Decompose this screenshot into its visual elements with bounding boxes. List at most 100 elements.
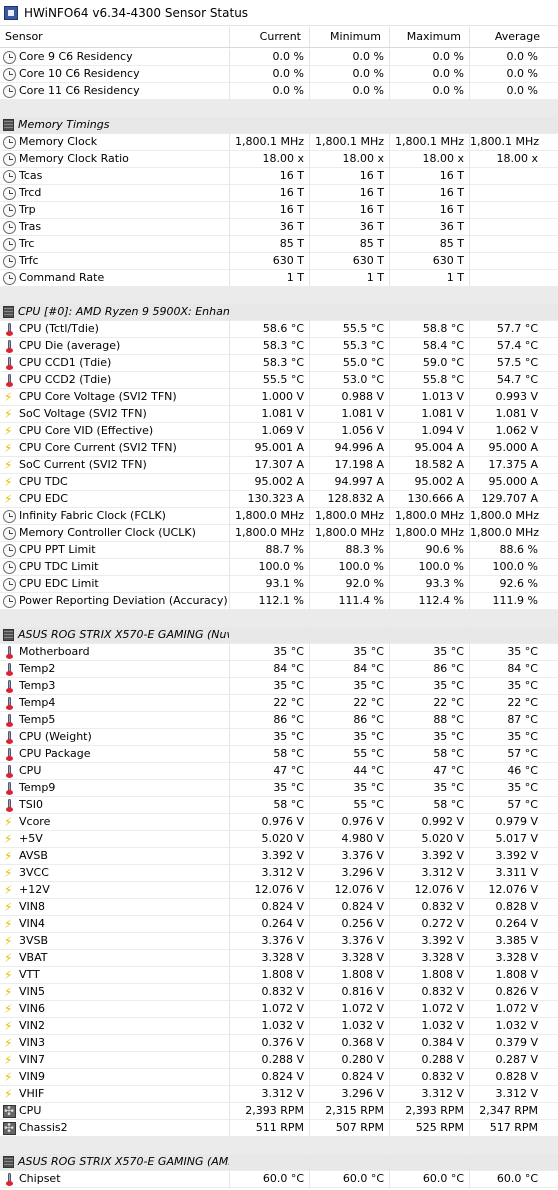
column-header-maximum[interactable]: Maximum bbox=[390, 27, 470, 47]
lightning-icon bbox=[3, 968, 16, 982]
sensor-row[interactable]: CPU Package 58 °C 55 °C 58 °C 57 °C bbox=[0, 746, 558, 763]
sensor-label: CPU CCD2 (Tdie) bbox=[19, 373, 112, 386]
sensor-row[interactable]: CPU CCD1 (Tdie) 58.3 °C 55.0 °C 59.0 °C 57.5… bbox=[0, 355, 558, 372]
sensor-row[interactable]: Trp 16 T 16 T 16 T bbox=[0, 202, 558, 219]
sensor-label: Temp4 bbox=[19, 696, 56, 709]
sensor-row[interactable]: Temp5 86 °C 86 °C 88 °C 87 °C bbox=[0, 712, 558, 729]
sensor-row[interactable]: CPU EDC Limit 93.1 % 92.0 % 93.3 % 92.6 % bbox=[0, 576, 558, 593]
sensor-row[interactable]: Temp9 35 °C 35 °C 35 °C 35 °C bbox=[0, 780, 558, 797]
sensor-row[interactable]: Power Reporting Deviation (Accuracy) 112.… bbox=[0, 593, 558, 610]
sensor-row[interactable]: Motherboard 35 °C 35 °C 35 °C 35 °C bbox=[0, 644, 558, 661]
sensor-row[interactable]: Infinity Fabric Clock (FCLK) 1,800.0 MHz 1… bbox=[0, 508, 558, 525]
maximum-value: 35 °C bbox=[390, 780, 470, 796]
sensor-row[interactable]: CPU (Weight) 35 °C 35 °C 35 °C 35 °C bbox=[0, 729, 558, 746]
sensor-row[interactable]: CPU Core Current (SVI2 TFN) 95.001 A94.99… bbox=[0, 440, 558, 457]
sensor-row[interactable]: CPU (Tctl/Tdie) 58.6 °C 55.5 °C 58.8 °C 57.7… bbox=[0, 321, 558, 338]
sensor-name-cell: VIN4 bbox=[0, 916, 230, 932]
column-header-current[interactable]: Current bbox=[230, 27, 310, 47]
sensor-row[interactable]: VIN3 0.376 V0.368 V0.384 V 0.379 V bbox=[0, 1035, 558, 1052]
sensor-row[interactable]: CPU TDC Limit 100.0 % 100.0 % 100.0 % 100.0 … bbox=[0, 559, 558, 576]
sensor-row[interactable]: CPU Core Voltage (SVI2 TFN) 1.000 V0.988 … bbox=[0, 389, 558, 406]
sensor-group-header[interactable]: ASUS ROG STRIX X570-E GAMING (Nuvo... bbox=[0, 627, 558, 644]
sensor-row[interactable]: CPU 47 °C 44 °C 47 °C 46 °C bbox=[0, 763, 558, 780]
sensor-row[interactable]: Core 10 C6 Residency 0.0 % 0.0 % 0.0 % 0.0 % bbox=[0, 66, 558, 83]
current-value: 16 T bbox=[230, 168, 310, 184]
sensor-row[interactable]: VIN7 0.288 V0.280 V0.288 V 0.287 V bbox=[0, 1052, 558, 1069]
current-value: 17.307 A bbox=[230, 457, 310, 473]
average-value bbox=[470, 1154, 548, 1170]
sensor-name-cell: VIN6 bbox=[0, 1001, 230, 1017]
sensor-row[interactable]: Temp3 35 °C 35 °C 35 °C 35 °C bbox=[0, 678, 558, 695]
sensor-row[interactable]: SoC Voltage (SVI2 TFN)1.081 V1.081 V1.08… bbox=[0, 406, 558, 423]
sensor-group-header[interactable]: CPU [#0]: AMD Ryzen 9 5900X: Enhanced bbox=[0, 304, 558, 321]
sensor-row[interactable]: CPU Die (average) 58.3 °C 55.3 °C 58.4 °C 57… bbox=[0, 338, 558, 355]
lightning-icon bbox=[3, 424, 16, 438]
group-label: CPU [#0]: AMD Ryzen 9 5900X: Enhanced bbox=[18, 305, 230, 318]
current-value: 84 °C bbox=[230, 661, 310, 677]
column-header-sensor[interactable]: Sensor bbox=[0, 27, 230, 47]
sensor-row[interactable]: Core 9 C6 Residency 0.0 % 0.0 % 0.0 % 0.0 % bbox=[0, 49, 558, 66]
minimum-value: 0.988 V bbox=[310, 389, 390, 405]
minimum-value: 94.996 A bbox=[310, 440, 390, 456]
sensor-row[interactable]: SoC Current (SVI2 TFN) 17.307 A17.198 A18… bbox=[0, 457, 558, 474]
sensor-row[interactable]: CPU TDC 95.002 A94.997 A95.002 A 95.000 A bbox=[0, 474, 558, 491]
maximum-value: 18.00 x bbox=[390, 151, 470, 167]
average-value: 129.707 A bbox=[481, 492, 538, 505]
sensor-row[interactable]: Tcas 16 T 16 T 16 T bbox=[0, 168, 558, 185]
sensor-row[interactable]: Trc 85 T 85 T 85 T bbox=[0, 236, 558, 253]
current-value: 1.000 V bbox=[230, 389, 310, 405]
sensor-row[interactable]: 3VCC 3.312 V3.296 V3.312 V 3.311 V bbox=[0, 865, 558, 882]
sensor-name-cell: VIN9 bbox=[0, 1069, 230, 1085]
sensor-row[interactable]: Memory Controller Clock (UCLK) 1,800.0 MH… bbox=[0, 525, 558, 542]
sensor-row[interactable]: CPU CCD2 (Tdie) 55.5 °C 53.0 °C 55.8 °C 54.7… bbox=[0, 372, 558, 389]
sensor-group-header[interactable]: ASUS ROG STRIX X570-E GAMING (AMD ... bbox=[0, 1154, 558, 1171]
minimum-value: 3.376 V bbox=[310, 848, 390, 864]
sensor-name-cell: Temp3 bbox=[0, 678, 230, 694]
sensor-row[interactable]: CPU Core VID (Effective)1.069 V1.056 V1.… bbox=[0, 423, 558, 440]
current-value: 86 °C bbox=[230, 712, 310, 728]
sensor-name-cell: CPU bbox=[0, 763, 230, 779]
sensor-label: 3VCC bbox=[19, 866, 49, 879]
sensor-row[interactable]: Temp2 84 °C 84 °C 86 °C 84 °C bbox=[0, 661, 558, 678]
sensor-row[interactable]: CPU PPT Limit 88.7 % 88.3 % 90.6 % 88.6 % bbox=[0, 542, 558, 559]
sensor-row[interactable]: Trfc 630 T 630 T 630 T bbox=[0, 253, 558, 270]
sensor-row[interactable]: Trcd 16 T 16 T 16 T bbox=[0, 185, 558, 202]
sensor-group-header[interactable]: Memory Timings bbox=[0, 117, 558, 134]
sensor-label: VHIF bbox=[19, 1087, 45, 1100]
clock-icon bbox=[3, 594, 16, 608]
thermometer-icon bbox=[3, 662, 16, 676]
sensor-row[interactable]: Tras 36 T 36 T 36 T bbox=[0, 219, 558, 236]
average-value: 87 °C bbox=[507, 713, 538, 726]
minimum-value: 2,315 RPM bbox=[310, 1103, 390, 1119]
sensor-row[interactable]: Core 11 C6 Residency 0.0 % 0.0 % 0.0 % 0.0 % bbox=[0, 83, 558, 100]
sensor-row[interactable]: Chipset 60.0 °C 60.0 °C 60.0 °C 60.0 °C bbox=[0, 1171, 558, 1188]
current-value: 88.7 % bbox=[230, 542, 310, 558]
sensor-row[interactable]: Memory Clock 1,800.1 MHz 1,800.1 MHz 1,800.… bbox=[0, 134, 558, 151]
average-value: 2,347 RPM bbox=[479, 1104, 538, 1117]
sensor-row[interactable]: VIN5 0.832 V0.816 V0.832 V 0.826 V bbox=[0, 984, 558, 1001]
column-header-minimum[interactable]: Minimum bbox=[310, 27, 390, 47]
sensor-label: VIN2 bbox=[19, 1019, 45, 1032]
sensor-row[interactable]: TSI0 58 °C 55 °C 58 °C 57 °C bbox=[0, 797, 558, 814]
sensor-row[interactable]: Temp4 22 °C 22 °C 22 °C 22 °C bbox=[0, 695, 558, 712]
sensor-row[interactable]: +5V 5.020 V4.980 V5.020 V 5.017 V bbox=[0, 831, 558, 848]
column-header-average[interactable]: Average bbox=[494, 30, 540, 43]
minimum-value: 35 °C bbox=[310, 729, 390, 745]
